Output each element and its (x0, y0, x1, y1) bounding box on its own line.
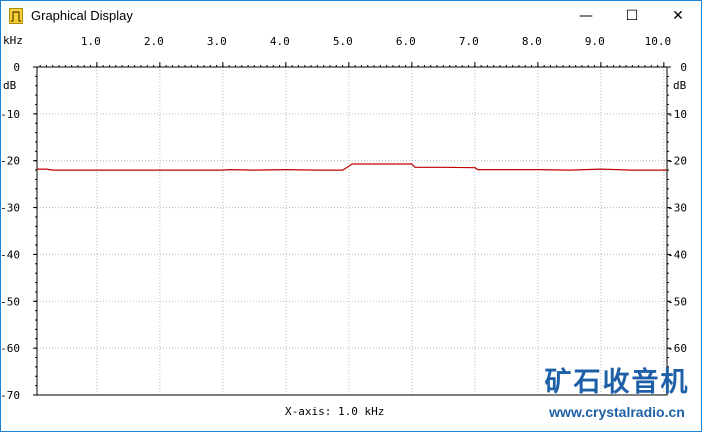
y-tick-label-left: -30 (1, 202, 20, 215)
x-tick-label: 8.0 (522, 35, 542, 48)
axis-ticks (33, 62, 671, 396)
y-tick-label-right: -20 (667, 155, 687, 168)
y-tick-label-left: -10 (1, 108, 20, 121)
y-tick-label-right: -50 (667, 295, 687, 308)
x-tick-label: 5.0 (333, 35, 353, 48)
maximize-icon: ☐ (625, 8, 639, 24)
y-tick-label-right: 0 (680, 61, 687, 74)
x-tick-label: 10.0 (645, 35, 672, 48)
y-tick-label-right: -30 (667, 202, 687, 215)
y-tick-label-right: -10 (667, 108, 687, 121)
plot-frame (36, 66, 668, 396)
x-tick-label: 9.0 (585, 35, 605, 48)
minimize-button[interactable]: — (563, 1, 609, 31)
graph-panel: kHz dB dB 1.0 2.0 3.0 4.0 5.0 6.0 7.0 8.0 9.0 10.… (1, 31, 701, 431)
app-icon[interactable] (9, 8, 23, 24)
y-unit-label-left: dB (3, 79, 17, 92)
grid-lines (37, 66, 667, 396)
response-trace (37, 163, 667, 171)
window-title: Graphical Display (31, 8, 133, 23)
x-axis-caption: X-axis: 1.0 kHz (285, 405, 385, 418)
watermark-logo: 矿石收音机 www.crystalradio.cn (537, 367, 697, 421)
close-icon: ✕ (672, 8, 684, 24)
close-button[interactable]: ✕ (655, 1, 701, 31)
x-tick-label: 2.0 (144, 35, 164, 48)
minimize-icon: — (579, 8, 593, 24)
x-tick-label: 1.0 (81, 35, 101, 48)
frequency-response-chart: kHz dB dB 1.0 2.0 3.0 4.0 5.0 6.0 7.0 8.0 9.0 10.… (1, 34, 687, 402)
watermark-chinese-text: 矿石收音机 (544, 367, 690, 398)
y-unit-label-right: dB (673, 79, 687, 92)
y-tick-label-left: -20 (1, 155, 20, 168)
x-tick-label: 7.0 (459, 35, 479, 48)
maximize-button[interactable]: ☐ (609, 1, 655, 31)
x-tick-label: 6.0 (396, 35, 416, 48)
tick-labels: 1.0 2.0 3.0 4.0 5.0 6.0 7.0 8.0 9.0 10.0 0 -10 -20 -3… (1, 35, 687, 402)
y-tick-label-right: -40 (667, 248, 687, 261)
x-tick-label: 3.0 (207, 35, 227, 48)
y-tick-label-left: -40 (1, 248, 20, 261)
y-tick-label-left: -50 (1, 295, 20, 308)
x-unit-label: kHz (3, 34, 23, 47)
title-bar[interactable]: Graphical Display — ☐ ✕ (1, 1, 701, 31)
x-tick-label: 4.0 (270, 35, 290, 48)
y-tick-label-right: -60 (667, 342, 687, 355)
y-tick-label-left: -70 (1, 389, 20, 402)
watermark-url: www.crystalradio.cn (549, 404, 685, 420)
y-tick-label-left: -60 (1, 342, 20, 355)
y-tick-label-left: 0 (13, 61, 20, 74)
